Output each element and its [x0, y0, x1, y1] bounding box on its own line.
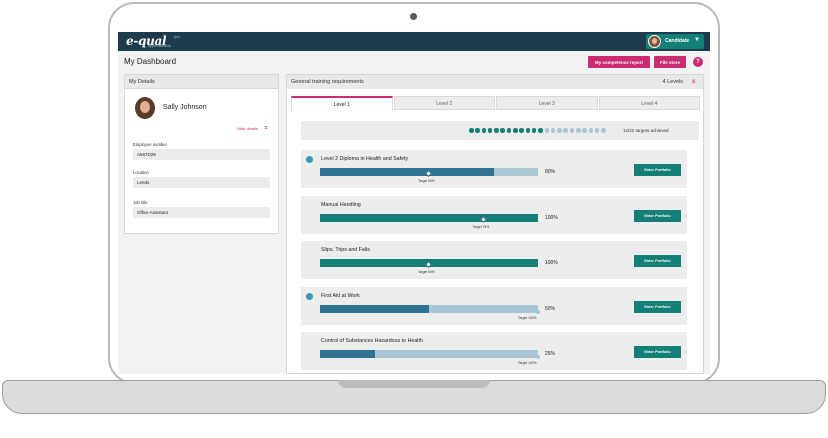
progress-bar-fill	[320, 350, 375, 358]
target-dot-achieved	[519, 128, 524, 133]
enter-portfolio-button[interactable]: Enter Portfolio	[634, 209, 681, 222]
target-dot-achieved	[481, 128, 487, 133]
collapse-up-icon[interactable]: ⌅	[263, 124, 269, 131]
target-dot-pending	[582, 128, 587, 133]
user-role-label: Candidate	[665, 38, 690, 44]
competence-report-button[interactable]: My competence report	[588, 56, 650, 68]
progress-bar-fill	[320, 213, 538, 222]
logo-tagline: apprenticeship	[148, 44, 171, 48]
requirements-title: General training requirements	[291, 79, 364, 85]
laptop-notch	[338, 380, 490, 388]
progress-bar-fill	[320, 168, 495, 176]
progress-bar	[320, 304, 538, 313]
target-label: Target 100%	[518, 361, 537, 365]
target-dot-pending	[594, 128, 600, 133]
target-dot-pending	[563, 128, 568, 133]
target-dot-pending	[544, 128, 550, 133]
target-dot-achieved	[475, 128, 480, 133]
progress-bar	[320, 350, 538, 358]
requirements-header: General training requirements 4 Levels ⌅	[287, 75, 703, 89]
location-value: Leeds	[133, 177, 270, 188]
target-dot-achieved	[538, 128, 543, 133]
target-marker-icon	[536, 355, 540, 359]
progress-bar	[320, 213, 538, 222]
page-title: My Dashboard	[124, 57, 177, 66]
course-title: Manual Handling	[321, 201, 361, 208]
course-row: Level 2 Diploma in Health and Safety Targ…	[301, 150, 687, 188]
target-label: Target 50%	[418, 179, 435, 183]
targets-progress: 12/22 targets achieved	[301, 121, 699, 140]
target-dot-achieved	[531, 128, 537, 133]
requirements-panel: General training requirements 4 Levels ⌅…	[286, 74, 704, 374]
target-dot-achieved	[487, 128, 493, 133]
chevron-down-icon: ▼	[694, 37, 700, 43]
tab-level-2[interactable]: Level 2	[393, 96, 495, 110]
tab-level-4[interactable]: Level 4	[598, 96, 700, 110]
target-label: Target 50%	[418, 270, 435, 274]
course-row: Control of Substances Hazardous to Healt…	[301, 332, 687, 370]
employee-number-value: A567D29	[133, 149, 270, 160]
course-title: Control of Substances Hazardous to Healt…	[321, 338, 423, 344]
course-row: Slips, Trips and Falls Target 50% 100% Ente…	[301, 241, 687, 279]
target-dot-achieved	[513, 128, 518, 133]
tab-level-3[interactable]: Level 3	[496, 96, 598, 110]
hide-details-link[interactable]: Hide details	[237, 126, 258, 131]
job-title-label: Job title	[133, 200, 148, 205]
status-marker-icon	[306, 292, 313, 300]
help-icon[interactable]: ?	[693, 57, 703, 67]
app-logo[interactable]: e-qual	[126, 34, 167, 48]
target-dot-achieved	[525, 128, 531, 133]
course-row: First Aid at Work Target 100% 50% Enter Por…	[301, 286, 687, 325]
target-dot-pending	[569, 128, 575, 133]
target-label: Target 75%	[472, 224, 490, 229]
person-name: Sally Johnson	[163, 104, 207, 111]
percent-complete: 80%	[545, 169, 556, 175]
target-dot-achieved	[494, 128, 499, 133]
targets-achieved-label: 12/22 targets achieved	[623, 128, 669, 133]
course-title: Slips, Trips and Falls	[321, 247, 370, 253]
target-marker-icon	[536, 309, 540, 314]
target-dot-pending	[588, 128, 594, 133]
target-dot-achieved	[469, 128, 474, 133]
levels-count: 4 Levels	[662, 79, 684, 85]
user-avatar	[648, 35, 661, 48]
target-dot-achieved	[506, 128, 512, 133]
details-header: My Details	[125, 75, 278, 89]
enter-portfolio-button[interactable]: Enter Portfolio	[634, 346, 681, 358]
camera-icon	[410, 13, 417, 20]
course-title: Level 2 Diploma in Health and Safety	[321, 156, 409, 162]
targets-dots	[469, 128, 608, 133]
target-dot-pending	[601, 128, 606, 133]
app-screen: e-qual pro apprenticeship Candidate ▼ My…	[118, 32, 710, 374]
course-row: Manual Handling Target 75% 100% Enter Portf…	[301, 195, 687, 234]
percent-complete: 100%	[545, 214, 558, 221]
target-dot-pending	[576, 128, 581, 133]
location-label: Location	[133, 170, 149, 175]
percent-complete: 50%	[545, 305, 556, 312]
user-menu-button[interactable]: Candidate ▼	[646, 34, 704, 49]
percent-complete: 25%	[545, 351, 556, 357]
logo-superscript: pro	[174, 34, 180, 39]
percent-complete: 100%	[545, 260, 558, 266]
status-marker-icon	[306, 156, 313, 163]
target-dot-pending	[557, 128, 562, 133]
level-tabs: Level 1 Level 2 Level 3 Level 4	[291, 96, 701, 110]
target-dot-achieved	[500, 128, 505, 133]
details-panel: My Details Sally Johnson Hide details ⌅ …	[124, 74, 279, 234]
avatar	[135, 97, 155, 119]
job-title-value: Office Assistant	[133, 207, 270, 218]
top-bar: e-qual pro apprenticeship Candidate ▼	[118, 32, 710, 51]
enter-portfolio-button[interactable]: Enter Portfolio	[634, 255, 681, 267]
collapse-up-icon[interactable]: ⌅	[690, 76, 697, 85]
target-dot-pending	[550, 128, 556, 133]
target-label: Target 100%	[518, 315, 537, 320]
enter-portfolio-button[interactable]: Enter Portfolio	[634, 164, 681, 176]
course-title: First Aid at Work	[321, 292, 360, 299]
enter-portfolio-button[interactable]: Enter Portfolio	[634, 300, 681, 313]
employee-number-label: Employee number	[133, 142, 167, 147]
progress-bar-fill	[320, 304, 429, 313]
file-store-button[interactable]: File store	[654, 56, 686, 68]
tab-level-1[interactable]: Level 1	[291, 96, 393, 110]
